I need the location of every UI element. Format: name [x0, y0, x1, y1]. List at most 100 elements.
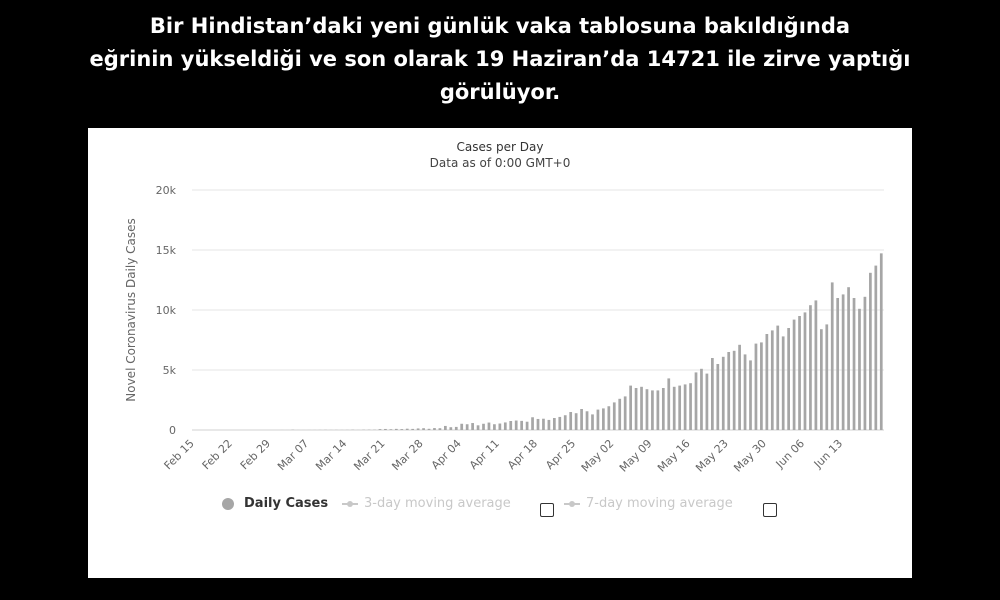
- 3-day-average-checkbox[interactable]: [540, 503, 554, 517]
- data-bar[interactable]: [678, 385, 682, 430]
- data-bar[interactable]: [503, 422, 507, 430]
- data-bar[interactable]: [749, 360, 752, 430]
- data-bar[interactable]: [776, 325, 780, 430]
- data-bar[interactable]: [487, 422, 491, 430]
- data-bar[interactable]: [814, 300, 818, 430]
- data-bar[interactable]: [471, 423, 474, 430]
- data-bar[interactable]: [476, 425, 480, 430]
- data-bar[interactable]: [514, 420, 518, 430]
- data-bar[interactable]: [433, 428, 436, 430]
- data-bar[interactable]: [819, 329, 823, 430]
- data-bar[interactable]: [770, 330, 774, 430]
- data-bar[interactable]: [454, 426, 458, 430]
- legend-item-daily-cases[interactable]: Daily Cases: [222, 496, 328, 511]
- data-bar[interactable]: [760, 342, 763, 430]
- data-bar[interactable]: [634, 388, 638, 430]
- data-bar[interactable]: [384, 428, 387, 430]
- data-bar[interactable]: [656, 390, 660, 430]
- data-bar[interactable]: [427, 428, 431, 430]
- data-bar[interactable]: [389, 429, 393, 430]
- data-bar[interactable]: [847, 287, 850, 430]
- data-bar[interactable]: [792, 319, 796, 430]
- data-bar[interactable]: [803, 312, 807, 430]
- data-bar[interactable]: [661, 388, 665, 430]
- data-bar[interactable]: [569, 412, 573, 430]
- data-bar[interactable]: [509, 421, 513, 430]
- data-bar[interactable]: [721, 356, 725, 430]
- data-bar[interactable]: [591, 414, 594, 430]
- data-bar[interactable]: [618, 398, 622, 430]
- data-bar[interactable]: [727, 352, 731, 430]
- data-bar[interactable]: [482, 423, 485, 430]
- data-bar[interactable]: [602, 408, 605, 430]
- data-bar[interactable]: [825, 324, 829, 430]
- data-bar[interactable]: [852, 298, 856, 430]
- data-bar[interactable]: [689, 383, 692, 430]
- data-bar[interactable]: [574, 413, 578, 430]
- x-tick-label: May 02: [579, 437, 617, 475]
- data-bar[interactable]: [732, 350, 736, 430]
- data-bar[interactable]: [694, 372, 698, 430]
- data-bar[interactable]: [536, 418, 540, 430]
- data-bar[interactable]: [520, 420, 524, 430]
- data-bar[interactable]: [743, 354, 747, 430]
- legend-item-3-day-average[interactable]: 3-day moving average: [342, 496, 511, 511]
- data-bar[interactable]: [651, 390, 654, 430]
- data-bar[interactable]: [705, 373, 709, 430]
- data-bar[interactable]: [830, 282, 834, 430]
- data-bar[interactable]: [563, 415, 567, 430]
- data-bar[interactable]: [809, 305, 812, 430]
- data-bar[interactable]: [422, 428, 425, 430]
- data-bar[interactable]: [378, 429, 382, 430]
- data-bar[interactable]: [879, 253, 883, 430]
- data-bar[interactable]: [787, 328, 790, 430]
- data-bar[interactable]: [672, 386, 676, 430]
- data-bar[interactable]: [580, 409, 583, 430]
- data-bar[interactable]: [596, 409, 600, 430]
- data-bar[interactable]: [531, 417, 534, 430]
- data-bar[interactable]: [558, 416, 562, 430]
- data-bar[interactable]: [405, 428, 409, 430]
- data-bar[interactable]: [683, 384, 687, 430]
- data-bar[interactable]: [438, 428, 442, 430]
- data-bar[interactable]: [711, 358, 714, 430]
- data-bar[interactable]: [858, 308, 861, 430]
- data-bar[interactable]: [836, 298, 840, 430]
- data-bar[interactable]: [667, 378, 671, 430]
- data-bar[interactable]: [585, 411, 589, 430]
- data-bar[interactable]: [416, 428, 420, 430]
- data-bar[interactable]: [623, 396, 627, 430]
- data-bar[interactable]: [612, 402, 616, 430]
- data-bar[interactable]: [444, 425, 447, 430]
- data-bar[interactable]: [645, 389, 649, 430]
- data-bar[interactable]: [394, 428, 398, 430]
- data-bar[interactable]: [552, 418, 556, 430]
- legend-item-7-day-average[interactable]: 7-day moving average: [564, 496, 733, 511]
- data-bar[interactable]: [400, 429, 404, 430]
- data-bar[interactable]: [738, 344, 741, 430]
- data-bar[interactable]: [629, 385, 632, 430]
- data-bar[interactable]: [781, 336, 785, 430]
- data-bar[interactable]: [525, 421, 529, 430]
- data-bar[interactable]: [460, 423, 464, 430]
- data-bar[interactable]: [547, 419, 551, 430]
- data-bar[interactable]: [874, 265, 878, 430]
- data-bar[interactable]: [640, 386, 643, 430]
- data-bar[interactable]: [869, 272, 872, 430]
- data-bar[interactable]: [607, 406, 611, 430]
- data-bar[interactable]: [493, 424, 496, 430]
- data-bar[interactable]: [411, 428, 415, 430]
- daily-cases-dot-icon: [222, 497, 234, 510]
- data-bar[interactable]: [841, 294, 845, 430]
- data-bar[interactable]: [449, 427, 453, 430]
- data-bar[interactable]: [498, 423, 502, 430]
- data-bar[interactable]: [863, 296, 867, 430]
- data-bar[interactable]: [542, 418, 545, 430]
- data-bar[interactable]: [465, 424, 469, 430]
- data-bar[interactable]: [700, 368, 703, 430]
- data-bar[interactable]: [754, 343, 758, 430]
- data-bar[interactable]: [765, 334, 769, 430]
- data-bar[interactable]: [798, 316, 801, 430]
- data-bar[interactable]: [716, 364, 720, 430]
- 7-day-average-checkbox[interactable]: [763, 503, 777, 517]
